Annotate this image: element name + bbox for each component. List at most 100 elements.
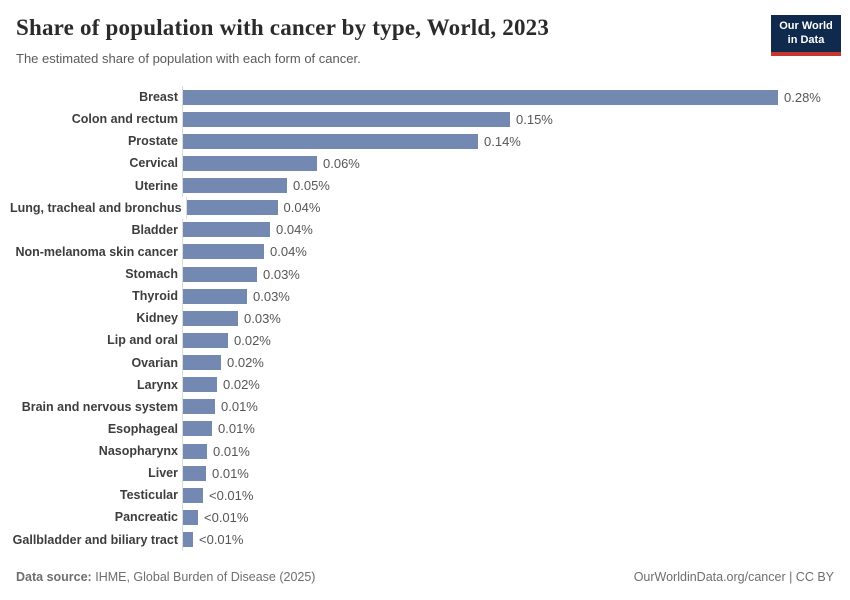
bar-track: 0.04% — [182, 218, 313, 241]
value-label: 0.02% — [234, 332, 271, 348]
value-label: <0.01% — [199, 532, 244, 548]
bar-track: 0.02% — [182, 373, 260, 396]
bar[interactable] — [183, 89, 778, 105]
bar-track: 0.14% — [182, 130, 521, 153]
bar[interactable] — [183, 178, 287, 194]
value-label: 0.01% — [221, 399, 258, 415]
bar-row: Prostate 0.14% — [10, 130, 821, 153]
category-label: Non-melanoma skin cancer — [15, 244, 178, 259]
owid-logo-line2: in Data — [787, 33, 825, 46]
bar-row: Lip and oral 0.02% — [10, 329, 821, 352]
category-label: Liver — [148, 466, 178, 481]
bar-track: 0.01% — [182, 417, 255, 440]
category-label: Pancreatic — [114, 510, 178, 525]
value-label: 0.14% — [484, 133, 521, 149]
bar-row: Nasopharynx 0.01% — [10, 440, 821, 463]
category-label: Lung, tracheal and bronchus — [10, 200, 182, 215]
bar-row: Bladder 0.04% — [10, 218, 821, 241]
bar[interactable] — [186, 200, 278, 216]
category-label: Prostate — [127, 134, 178, 149]
bar-row: Liver 0.01% — [10, 462, 821, 485]
bar-row: Gallbladder and biliary tract <0.01% — [10, 528, 821, 551]
owid-logo[interactable]: Our World in Data — [771, 15, 841, 56]
category-label: Thyroid — [132, 289, 178, 304]
bar-track: 0.15% — [182, 108, 553, 131]
bar-track: 0.03% — [182, 285, 290, 308]
bar-row: Testicular <0.01% — [10, 484, 821, 507]
value-label: 0.01% — [212, 465, 249, 481]
category-label: Cervical — [129, 156, 178, 171]
bar[interactable] — [183, 355, 221, 371]
bar-row: Larynx 0.02% — [10, 373, 821, 396]
bar-row: Stomach 0.03% — [10, 263, 821, 286]
category-label: Lip and oral — [107, 333, 178, 348]
bar-chart: Breast 0.28% Colon and rectum 0.15% Prostate… — [10, 86, 821, 551]
bar[interactable] — [183, 465, 206, 481]
value-label: 0.28% — [784, 89, 821, 105]
bar[interactable] — [183, 133, 478, 149]
value-label: 0.05% — [293, 178, 330, 194]
category-label: Brain and nervous system — [21, 399, 178, 414]
bar-row: Thyroid 0.03% — [10, 285, 821, 308]
category-label: Esophageal — [107, 421, 178, 436]
value-label: 0.03% — [263, 266, 300, 282]
bar-track: 0.01% — [182, 462, 249, 485]
bar-track: 0.28% — [182, 86, 821, 109]
bar[interactable] — [183, 332, 228, 348]
chart-subtitle: The estimated share of population with e… — [16, 50, 361, 66]
bar[interactable] — [183, 310, 238, 326]
bar-row: Esophageal 0.01% — [10, 417, 821, 440]
bar-row: Brain and nervous system 0.01% — [10, 395, 821, 418]
bar[interactable] — [183, 443, 207, 459]
bar-track: 0.02% — [182, 351, 264, 374]
bar[interactable] — [183, 399, 215, 415]
bar[interactable] — [183, 244, 264, 260]
bar-row: Cervical 0.06% — [10, 152, 821, 175]
value-label: 0.03% — [244, 310, 281, 326]
bar[interactable] — [183, 377, 217, 393]
page-title: Share of population with cancer by type,… — [16, 15, 550, 40]
bar-row: Breast 0.28% — [10, 86, 821, 109]
value-label: 0.01% — [218, 421, 255, 437]
bar-track: 0.06% — [182, 152, 360, 175]
bar-track: <0.01% — [182, 484, 254, 507]
value-label: 0.06% — [323, 155, 360, 171]
value-label: 0.04% — [283, 200, 321, 216]
bar-track: 0.03% — [182, 307, 281, 330]
value-label: <0.01% — [204, 509, 249, 525]
bar-track: 0.04% — [182, 240, 307, 263]
value-label: 0.04% — [276, 222, 313, 238]
category-label: Colon and rectum — [71, 112, 178, 127]
value-label: 0.02% — [227, 355, 264, 371]
value-label: 0.15% — [516, 111, 553, 127]
value-label: 0.01% — [213, 443, 250, 459]
bar-row: Ovarian 0.02% — [10, 351, 821, 374]
value-label: <0.01% — [209, 487, 254, 503]
bar-track: <0.01% — [182, 528, 244, 551]
data-source-note: Data source: IHME, Global Burden of Dise… — [16, 570, 315, 584]
data-source-label: Data source: — [16, 570, 92, 584]
bar-row: Colon and rectum 0.15% — [10, 108, 821, 131]
category-label: Uterine — [134, 178, 178, 193]
bar[interactable] — [183, 111, 510, 127]
category-label: Testicular — [119, 488, 178, 503]
bar-track: 0.01% — [182, 395, 258, 418]
category-label: Larynx — [137, 377, 178, 392]
bar-track: 0.01% — [182, 440, 250, 463]
bar[interactable] — [183, 532, 193, 548]
chart-header: Share of population with cancer by type,… — [16, 14, 754, 66]
category-label: Kidney — [136, 311, 178, 326]
bar[interactable] — [183, 487, 203, 503]
bar-track: <0.01% — [182, 506, 249, 529]
bar[interactable] — [183, 155, 317, 171]
bar[interactable] — [183, 288, 247, 304]
license-link[interactable]: OurWorldinData.org/cancer | CC BY — [633, 570, 834, 584]
bar[interactable] — [183, 509, 198, 525]
bar[interactable] — [183, 421, 212, 437]
bar[interactable] — [183, 222, 270, 238]
bar[interactable] — [183, 266, 257, 282]
chart-footer: Data source: IHME, Global Burden of Dise… — [16, 570, 834, 584]
bar-row: Pancreatic <0.01% — [10, 506, 821, 529]
category-label: Gallbladder and biliary tract — [12, 532, 178, 547]
